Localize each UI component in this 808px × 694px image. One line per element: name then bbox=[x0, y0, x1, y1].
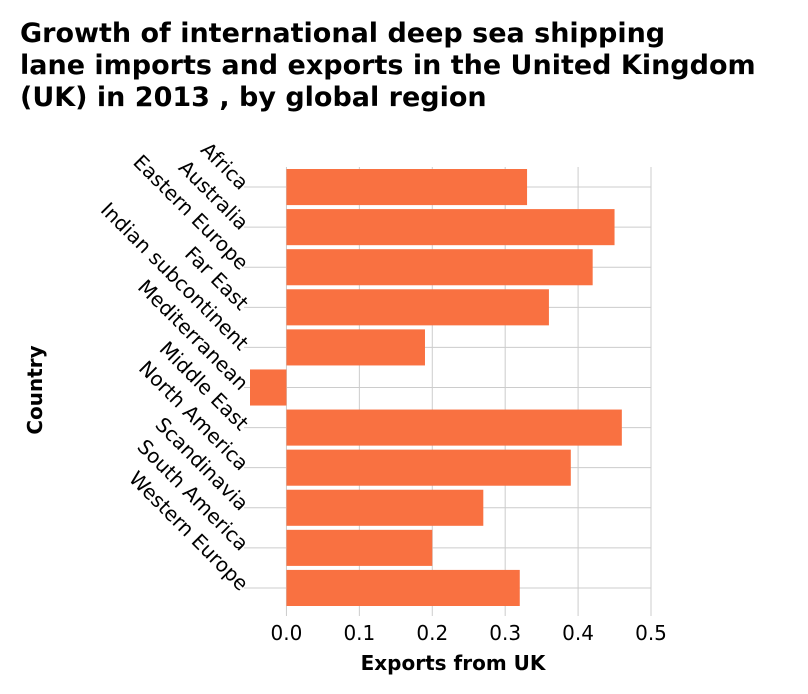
bar bbox=[250, 369, 287, 406]
x-axis-label: Exports from UK bbox=[361, 651, 547, 675]
x-tick-label: 0.2 bbox=[416, 621, 448, 645]
bar bbox=[286, 489, 484, 526]
chart-title-line-1: Growth of international deep sea shippin… bbox=[20, 18, 666, 49]
x-tick-label: 0.5 bbox=[635, 621, 667, 645]
bar bbox=[286, 409, 622, 446]
bar bbox=[286, 329, 425, 366]
y-axis-label: Country bbox=[23, 345, 47, 434]
x-tick-label: 0.0 bbox=[271, 621, 303, 645]
bars bbox=[250, 169, 622, 606]
bar bbox=[286, 529, 433, 566]
bar bbox=[286, 289, 549, 326]
bar bbox=[286, 209, 615, 246]
bar bbox=[286, 169, 528, 206]
x-tick-label: 0.3 bbox=[489, 621, 521, 645]
chart-title-line-2: lane imports and exports in the United K… bbox=[20, 50, 756, 81]
chart-title: Growth of international deep sea shippin… bbox=[20, 18, 800, 114]
x-tick-label: 0.1 bbox=[343, 621, 375, 645]
bar bbox=[286, 249, 593, 286]
bar bbox=[286, 569, 520, 606]
x-tick-labels: 0.0 0.1 0.2 0.3 0.4 0.5 bbox=[271, 621, 667, 645]
chart-title-line-3: (UK) in 2013 , by global region bbox=[20, 82, 487, 113]
x-tick-label: 0.4 bbox=[562, 621, 594, 645]
bar bbox=[286, 449, 571, 486]
